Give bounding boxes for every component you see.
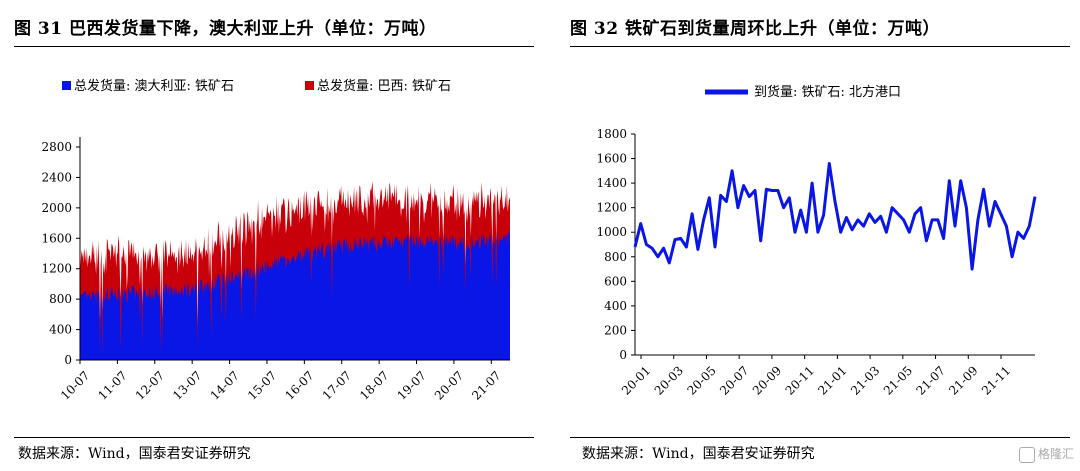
title-divider xyxy=(570,46,1070,47)
x-tick-label: 11-07 xyxy=(95,368,129,402)
y-tick-label: 1800 xyxy=(596,127,627,141)
line-chart: 到货量: 铁矿石: 北方港口 0 200 400 600 800 1000 1200 1400 1… xyxy=(596,84,1037,398)
y-tick-label: 0 xyxy=(64,353,72,367)
watermark: 格隆汇 xyxy=(1018,445,1074,463)
x-tick-label: 21-11 xyxy=(979,363,1013,397)
x-tick-label: 20-09 xyxy=(750,363,784,397)
x-tick-label: 15-07 xyxy=(245,368,279,402)
legend-swatch-brazil xyxy=(305,81,314,90)
x-tick-label: 20-07 xyxy=(432,368,466,402)
y-tick-label: 2400 xyxy=(41,170,72,184)
watermark-text: 格隆汇 xyxy=(1037,447,1074,461)
y-tick-label: 2000 xyxy=(41,201,72,215)
title-divider xyxy=(14,46,534,47)
y-tick-label: 1600 xyxy=(41,231,72,245)
stacked-area-chart: 总发货量: 澳大利亚: 铁矿石 总发货量: 巴西: 铁矿石 0 400 800 1200 1… xyxy=(41,78,510,403)
y-tick-label: 1400 xyxy=(596,176,627,190)
x-tick-label: 20-01 xyxy=(619,363,653,397)
x-tick-label: 20-07 xyxy=(717,363,751,397)
x-tick-label: 18-07 xyxy=(357,368,391,402)
y-tick-label: 800 xyxy=(49,292,72,306)
area-series-australia xyxy=(80,228,510,360)
y-tick-label: 1600 xyxy=(596,152,627,166)
x-tick-label: 19-07 xyxy=(395,368,429,402)
x-tick-label: 12-07 xyxy=(133,368,167,402)
legend-swatch-australia xyxy=(62,81,71,90)
right-panel: 图 32 铁矿石到货量周环比上升（单位：万吨） 到货量: 铁矿石: 北方港口 0 2… xyxy=(560,0,1080,471)
x-tick-label: 21-07 xyxy=(914,363,948,397)
data-source: 数据来源：Wind，国泰君安证券研究 xyxy=(582,446,815,462)
x-tick-label: 10-07 xyxy=(58,368,92,402)
x-tick-label: 21-05 xyxy=(881,363,915,397)
y-tick-label: 200 xyxy=(604,323,627,337)
y-tick-label: 800 xyxy=(604,250,627,264)
y-tick-label: 400 xyxy=(604,299,627,313)
x-tick-label: 21-01 xyxy=(815,363,849,397)
legend-label-australia: 总发货量: 澳大利亚: 铁矿石 xyxy=(74,78,234,94)
x-tick-label: 20-05 xyxy=(684,363,718,397)
y-tick-label: 1000 xyxy=(596,225,627,239)
legend-label-north-ports: 到货量: 铁矿石: 北方港口 xyxy=(754,84,901,100)
x-tick-label: 20-03 xyxy=(652,363,686,397)
watermark-logo-icon xyxy=(1018,446,1035,463)
y-tick-label: 1200 xyxy=(596,201,627,215)
x-tick-label: 17-07 xyxy=(320,368,354,402)
data-source: 数据来源：Wind，国泰君安证券研究 xyxy=(18,446,251,462)
x-tick-label: 21-03 xyxy=(848,363,882,397)
line-series-north-ports xyxy=(633,162,1037,271)
x-tick-label: 16-07 xyxy=(282,368,316,402)
x-tick-label: 21-09 xyxy=(946,363,980,397)
y-tick-label: 400 xyxy=(49,323,72,337)
y-tick-label: 1200 xyxy=(41,262,72,276)
y-tick-label: 0 xyxy=(619,348,627,362)
left-panel: 图 31 巴西发货量下降，澳大利亚上升（单位：万吨） 总发货量: 澳大利亚: 铁… xyxy=(14,19,534,462)
source-divider xyxy=(14,437,534,438)
x-tick-label: 21-07 xyxy=(469,368,503,402)
chart-title: 图 31 巴西发货量下降，澳大利亚上升（单位：万吨） xyxy=(14,19,437,39)
x-tick-label: 20-11 xyxy=(783,363,817,397)
chart-title: 图 32 铁矿石到货量周环比上升（单位：万吨） xyxy=(570,19,940,39)
source-divider xyxy=(570,437,1070,438)
x-tick-label: 13-07 xyxy=(170,368,204,402)
legend-label-brazil: 总发货量: 巴西: 铁矿石 xyxy=(317,78,451,94)
y-tick-label: 600 xyxy=(604,274,627,288)
y-tick-label: 2800 xyxy=(41,140,72,154)
x-tick-label: 14-07 xyxy=(208,368,242,402)
